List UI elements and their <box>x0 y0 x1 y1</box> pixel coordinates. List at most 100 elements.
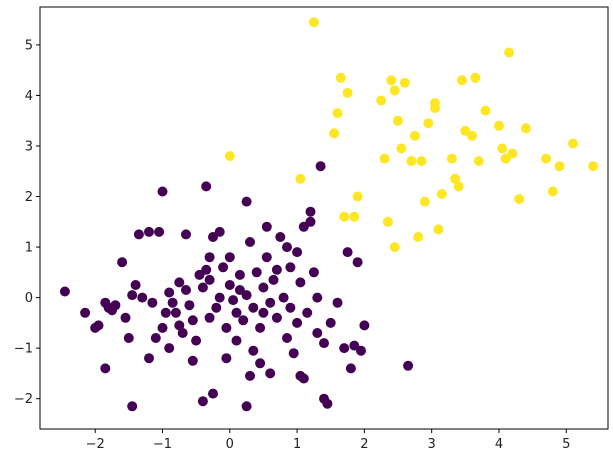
scatter-point-series0-78 <box>332 297 343 308</box>
scatter-point-series1-1 <box>295 173 306 184</box>
plot-frame <box>39 6 609 430</box>
scatter-point-series0-69 <box>305 216 316 227</box>
scatter-point-series0-79 <box>339 343 350 354</box>
scatter-point-series1-46 <box>547 186 558 197</box>
scatter-point-series1-3 <box>329 128 340 139</box>
scatter-point-series0-110 <box>231 335 242 346</box>
y-axis: −2 −1 0 1 2 3 4 5 <box>14 38 40 407</box>
scatter-point-series0-107 <box>234 285 245 295</box>
scatter-point-series0-58 <box>278 292 289 303</box>
scatter-point-series0-38 <box>221 322 232 333</box>
scatter-point-series0-24 <box>177 328 188 338</box>
scatter-point-series0-28 <box>191 335 202 346</box>
scatter-point-series0-88 <box>241 196 252 207</box>
y-tick-label: 2 <box>25 190 33 205</box>
scatter-point-series0-111 <box>174 320 185 331</box>
scatter-point-series0-55 <box>268 274 279 285</box>
scatter-point-series1-45 <box>541 153 552 164</box>
scatter-point-series0-31 <box>201 264 212 275</box>
scatter-point-series1-47 <box>554 161 565 172</box>
y-tick-label: 0 <box>25 291 33 306</box>
scatter-point-series0-77 <box>325 317 336 328</box>
scatter-point-series1-10 <box>376 95 387 106</box>
scatter-point-series0-98 <box>144 353 154 364</box>
x-tick-label: −2 <box>86 437 105 452</box>
x-tick-label: 2 <box>360 437 368 452</box>
scatter-point-series0-91 <box>208 388 218 399</box>
scatter-point-series1-23 <box>419 196 430 207</box>
scatter-point-series0-113 <box>298 373 309 384</box>
scatter-point-series1-32 <box>457 75 467 86</box>
scatter-point-series0-49 <box>255 322 266 333</box>
scatter-point-series0-11 <box>130 280 141 290</box>
scatter-point-series0-72 <box>312 328 323 338</box>
scatter-point-series0-13 <box>137 292 148 303</box>
scatter-point-series1-42 <box>507 148 518 159</box>
scatter-point-series0-84 <box>356 345 366 356</box>
scatter-point-series0-100 <box>90 322 101 333</box>
scatter-point-series0-37 <box>218 262 229 273</box>
scatter-point-series0-61 <box>285 302 296 313</box>
scatter-point-series0-94 <box>255 358 266 369</box>
scatter-point-series0-48 <box>251 267 262 278</box>
scatter-point-series1-24 <box>423 118 434 129</box>
scatter-point-series0-89 <box>127 401 138 412</box>
scatter-point-series1-18 <box>399 77 410 88</box>
scatter-point-series0-59 <box>282 333 292 343</box>
scatter-point-series0-33 <box>204 312 215 323</box>
scatter-point-series0-64 <box>292 317 303 328</box>
scatter-point-series1-48 <box>568 138 578 149</box>
scatter-point-series0-102 <box>214 226 225 237</box>
scatter-point-series1-2 <box>308 17 319 28</box>
scatter-point-series0-76 <box>322 398 333 409</box>
scatter-point-series0-63 <box>292 247 303 258</box>
scatter-point-series0-18 <box>157 322 168 333</box>
scatter-point-series0-27 <box>187 315 198 326</box>
scatter-point-series1-11 <box>379 153 390 164</box>
scatter-point-series0-7 <box>117 257 128 268</box>
scatter-point-series1-43 <box>514 194 525 204</box>
scatter-point-series0-10 <box>127 290 138 301</box>
scatter-point-series0-25 <box>181 285 191 295</box>
scatter-point-series1-15 <box>389 242 400 253</box>
scatter-point-series0-41 <box>228 295 239 306</box>
scatter-point-series1-8 <box>349 211 360 222</box>
scatter-point-series1-0 <box>224 151 235 162</box>
scatter-point-series1-27 <box>433 224 444 235</box>
scatter-point-series0-70 <box>308 267 319 278</box>
scatter-point-series1-12 <box>382 216 393 227</box>
scatter-point-series1-33 <box>460 125 471 136</box>
scatter-point-series0-108 <box>271 264 282 275</box>
scatter-point-series1-7 <box>339 211 350 222</box>
scatter-point-series0-101 <box>150 333 161 343</box>
scatter-point-series0-95 <box>221 353 232 364</box>
scatter-point-series0-35 <box>211 302 222 313</box>
scatter-point-series1-44 <box>520 123 531 134</box>
scatter-point-series0-36 <box>214 292 225 303</box>
x-tick-label: 0 <box>226 437 234 452</box>
scatter-point-series0-8 <box>120 312 131 323</box>
scatter-point-series0-97 <box>164 343 175 354</box>
scatter-point-series0-47 <box>248 302 259 313</box>
y-tick-label: 4 <box>25 89 33 104</box>
scatter-point-series0-67 <box>302 307 313 318</box>
scatter-point-series0-60 <box>285 262 296 273</box>
scatter-point-series0-105 <box>295 277 306 288</box>
scatter-point-series0-83 <box>352 257 363 268</box>
scatter-point-series1-28 <box>436 189 447 199</box>
scatter-point-series0-62 <box>288 348 299 359</box>
scatter-point-series1-49 <box>588 161 599 172</box>
scatter-point-series0-85 <box>359 320 370 331</box>
scatter-point-series0-103 <box>261 221 272 232</box>
scatter-point-series0-54 <box>265 368 276 379</box>
scatter-point-series1-34 <box>467 130 478 141</box>
x-axis: −2 −1 0 1 2 3 4 5 <box>86 429 570 452</box>
scatter-point-series0-0 <box>59 286 70 297</box>
scatter-point-series0-106 <box>204 274 215 285</box>
scatter-point-series1-5 <box>335 72 346 83</box>
scatter-point-series0-22 <box>170 307 181 318</box>
scatter-point-series1-31 <box>453 181 464 192</box>
scatter-point-series1-19 <box>406 156 417 167</box>
